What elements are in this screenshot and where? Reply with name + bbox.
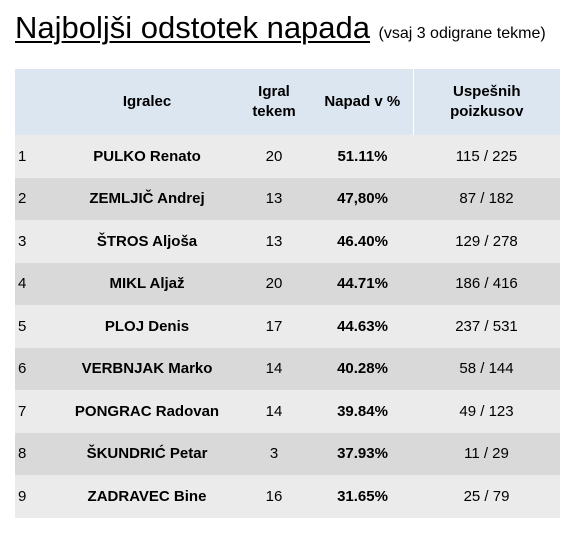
cell-attempts: 186 / 416: [413, 262, 560, 305]
cell-rank: 1: [15, 135, 58, 178]
cell-games: 13: [236, 177, 312, 220]
cell-games: 14: [236, 390, 312, 433]
table-row: 9 ZADRAVEC Bine 16 31.65% 25 / 79: [15, 475, 560, 518]
table-row: 4 MIKL Aljaž 20 44.71% 186 / 416: [15, 262, 560, 305]
table-row: 2 ZEMLJIČ Andrej 13 47,80% 87 / 182: [15, 177, 560, 220]
table-row: 5 PLOJ Denis 17 44.63% 237 / 531: [15, 305, 560, 348]
cell-player-name: ZEMLJIČ Andrej: [58, 177, 236, 220]
table-row: 3 ŠTROS Aljoša 13 46.40% 129 / 278: [15, 220, 560, 263]
cell-rank: 4: [15, 262, 58, 305]
cell-attempts: 115 / 225: [413, 135, 560, 178]
header-successful: Uspešnih poizkusov: [412, 69, 560, 135]
cell-games: 13: [236, 220, 312, 263]
cell-rank: 6: [15, 347, 58, 390]
cell-attack-pct: 51.11%: [312, 135, 413, 178]
cell-rank: 2: [15, 177, 58, 220]
cell-attack-pct: 47,80%: [312, 177, 413, 220]
header-attack-pct-label: Napad v %: [324, 93, 401, 110]
cell-attempts: 25 / 79: [413, 475, 560, 518]
table-row: 8 ŠKUNDRIĆ Petar 3 37.93% 11 / 29: [15, 432, 560, 475]
cell-player-name: MIKL Aljaž: [58, 262, 236, 305]
cell-attack-pct: 44.71%: [312, 262, 413, 305]
cell-player-name: ŠTROS Aljoša: [58, 220, 236, 263]
cell-attack-pct: 37.93%: [312, 432, 413, 475]
cell-attack-pct: 39.84%: [312, 390, 413, 433]
cell-rank: 7: [15, 390, 58, 433]
cell-attack-pct: 46.40%: [312, 220, 413, 263]
cell-player-name: ZADRAVEC Bine: [58, 475, 236, 518]
cell-attempts: 11 / 29: [413, 432, 560, 475]
cell-games: 20: [236, 135, 312, 178]
table-row: 1 PULKO Renato 20 51.11% 115 / 225: [15, 135, 560, 178]
header-games-line2: tekem: [252, 103, 296, 120]
cell-player-name: PLOJ Denis: [58, 305, 236, 348]
header-rank: [15, 69, 58, 135]
cell-player-name: ŠKUNDRIĆ Petar: [58, 432, 236, 475]
cell-attempts: 49 / 123: [413, 390, 560, 433]
table-header-row: Igralec Igral tekem Napad v % Uspešnih poi…: [15, 69, 560, 135]
cell-attempts: 129 / 278: [413, 220, 560, 263]
title-main: Najboljši odstotek napada: [15, 10, 371, 45]
cell-player-name: PONGRAC Radovan: [58, 390, 236, 433]
page-title: Najboljši odstotek napada (vsaj 3 odigra…: [15, 10, 546, 46]
cell-attempts: 237 / 531: [413, 305, 560, 348]
cell-games: 3: [236, 432, 312, 475]
cell-attempts: 58 / 144: [413, 347, 560, 390]
cell-attack-pct: 44.63%: [312, 305, 413, 348]
cell-rank: 5: [15, 305, 58, 348]
header-successful-line1: Uspešnih: [452, 83, 521, 100]
cell-games: 20: [236, 262, 312, 305]
cell-games: 17: [236, 305, 312, 348]
cell-rank: 9: [15, 475, 58, 518]
header-attack-pct: Napad v %: [312, 69, 413, 135]
cell-games: 14: [236, 347, 312, 390]
attack-stats-table: Igralec Igral tekem Napad v % Uspešnih poi…: [15, 69, 560, 518]
table-row: 7 PONGRAC Radovan 14 39.84% 49 / 123: [15, 390, 560, 433]
table-row: 6 VERBNJAK Marko 14 40.28% 58 / 144: [15, 347, 560, 390]
cell-rank: 3: [15, 220, 58, 263]
cell-attempts: 87 / 182: [413, 177, 560, 220]
header-player-label: Igralec: [122, 93, 172, 110]
cell-attack-pct: 31.65%: [312, 475, 413, 518]
cell-rank: 8: [15, 432, 58, 475]
cell-player-name: VERBNJAK Marko: [58, 347, 236, 390]
header-player: Igralec: [58, 69, 236, 135]
title-subtitle: (vsaj 3 odigrane tekme): [378, 25, 546, 42]
cell-games: 16: [236, 475, 312, 518]
header-successful-line2: poizkusov: [450, 103, 524, 120]
cell-attack-pct: 40.28%: [312, 347, 413, 390]
header-games-line1: Igral: [258, 83, 290, 100]
header-games: Igral tekem: [236, 69, 312, 135]
cell-player-name: PULKO Renato: [58, 135, 236, 178]
